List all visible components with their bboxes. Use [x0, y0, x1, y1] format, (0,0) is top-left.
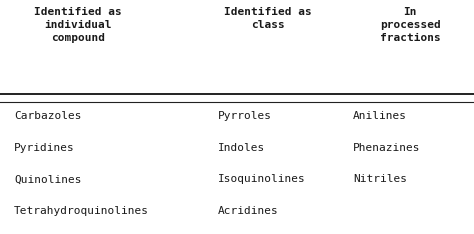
Text: Isoquinolines: Isoquinolines: [218, 174, 306, 184]
Text: Quinolines: Quinolines: [14, 174, 82, 184]
Text: Pyrroles: Pyrroles: [218, 111, 272, 121]
Text: In
processed
fractions: In processed fractions: [380, 7, 440, 43]
Text: Phenazines: Phenazines: [353, 143, 420, 153]
Text: Indoles: Indoles: [218, 143, 265, 153]
Text: Pyridines: Pyridines: [14, 143, 75, 153]
Text: Identified as
individual
compound: Identified as individual compound: [34, 7, 122, 43]
Text: Tetrahydroquinolines: Tetrahydroquinolines: [14, 206, 149, 216]
Text: Carbazoles: Carbazoles: [14, 111, 82, 121]
Text: Acridines: Acridines: [218, 206, 279, 216]
Text: Identified as
class: Identified as class: [224, 7, 312, 30]
Text: Anilines: Anilines: [353, 111, 407, 121]
Text: Nitriles: Nitriles: [353, 174, 407, 184]
